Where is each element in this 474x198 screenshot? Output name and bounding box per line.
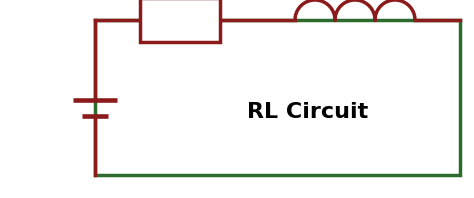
Bar xyxy=(95,20,460,175)
Bar xyxy=(140,0,220,42)
Text: RL Circuit: RL Circuit xyxy=(247,103,368,123)
